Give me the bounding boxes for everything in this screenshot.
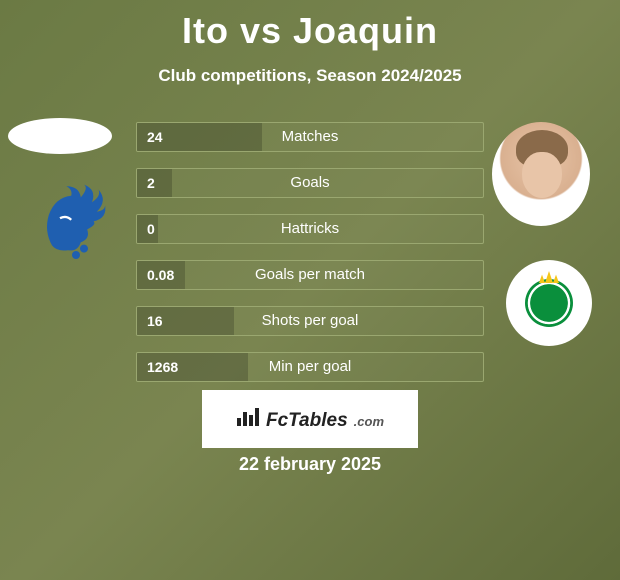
club-right-badge	[506, 260, 592, 346]
footer-date: 22 february 2025	[0, 454, 620, 475]
stat-row-hattricks: 0 Hattricks	[136, 214, 484, 244]
player-left-avatar	[8, 118, 112, 154]
branding-banner[interactable]: FcTables .com	[202, 390, 418, 448]
stat-label: Goals per match	[137, 261, 483, 291]
brand-name: FcTables	[266, 410, 348, 432]
brand-ext: .com	[354, 414, 384, 429]
stat-label: Hattricks	[137, 215, 483, 245]
stat-row-matches: 24 Matches	[136, 122, 484, 152]
stat-row-mpg: 1268 Min per goal	[136, 352, 484, 382]
club-left-badge	[20, 178, 116, 268]
page-title: Ito vs Joaquin	[0, 0, 620, 52]
bar-chart-icon	[236, 406, 260, 426]
player-right-avatar	[492, 122, 590, 226]
stat-row-spg: 16 Shots per goal	[136, 306, 484, 336]
page-subtitle: Club competitions, Season 2024/2025	[0, 66, 620, 86]
stat-label: Goals	[137, 169, 483, 199]
stat-label: Matches	[137, 123, 483, 153]
betis-icon	[525, 279, 573, 327]
stat-row-gpm: 0.08 Goals per match	[136, 260, 484, 290]
stat-row-goals: 2 Goals	[136, 168, 484, 198]
branding-inner: FcTables .com	[236, 406, 384, 432]
indian-head-icon	[28, 183, 108, 263]
stat-label: Min per goal	[137, 353, 483, 383]
stat-label: Shots per goal	[137, 307, 483, 337]
stats-panel: 24 Matches 2 Goals 0 Hattricks 0.08 Goal…	[136, 122, 484, 398]
